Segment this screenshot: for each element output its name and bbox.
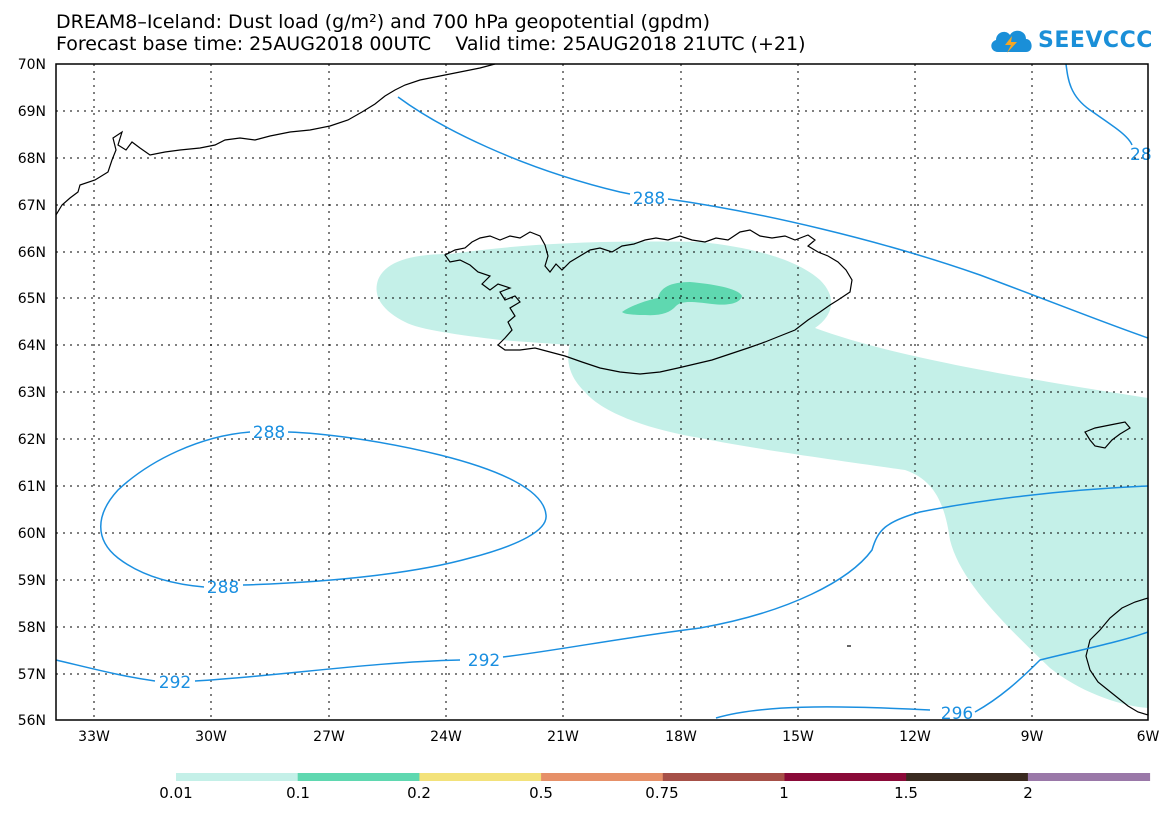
dust-area-mid <box>622 282 742 316</box>
lon-label: 27W <box>313 729 345 745</box>
colorbar-label: 0.2 <box>407 784 431 802</box>
lon-label: 24W <box>430 729 462 745</box>
contour-label: 292 <box>468 651 500 671</box>
logo-text: SEEVCCC <box>1038 27 1153 53</box>
colorbar-swatch <box>662 773 785 781</box>
colorbar-label: 2 <box>1023 784 1033 802</box>
lon-label: 33W <box>78 729 110 745</box>
contour-label: 288 <box>633 189 665 209</box>
lat-label: 59N <box>18 573 46 589</box>
lon-label: 21W <box>547 729 579 745</box>
colorbar-swatch <box>784 773 907 781</box>
contour-label: 292 <box>159 673 191 693</box>
coastlines <box>55 63 1149 716</box>
lat-label: 67N <box>18 198 46 214</box>
contour-label: 28 <box>1130 145 1152 165</box>
lon-label: 6W <box>1137 729 1160 745</box>
colorbar <box>176 773 1151 781</box>
map-subtitle: Forecast base time: 25AUG2018 00UTC Vali… <box>56 33 806 55</box>
scotland-coast <box>1085 597 1149 716</box>
lat-label: 60N <box>18 526 46 542</box>
contour-28x-ne <box>1065 63 1133 146</box>
lon-label: 9W <box>1021 729 1044 745</box>
colorbar-label: 0.1 <box>286 784 310 802</box>
latitude-labels: 70N 69N 68N 67N 66N 65N 64N 63N 62N 61N … <box>18 57 46 729</box>
colorbar-label: 1 <box>779 784 789 802</box>
lat-label: 65N <box>18 291 46 307</box>
colorbar-swatch <box>176 773 299 781</box>
colorbar-swatch <box>297 773 420 781</box>
lon-label: 12W <box>899 729 931 745</box>
cloud-icon <box>991 30 1032 53</box>
lat-label: 69N <box>18 104 46 120</box>
colorbar-swatch <box>541 773 664 781</box>
contour-296 <box>715 631 1149 719</box>
lat-label: 57N <box>18 667 46 683</box>
colorbar-swatch <box>1027 773 1151 781</box>
lat-label: 68N <box>18 151 46 167</box>
lat-label: 66N <box>18 245 46 261</box>
colorbar-swatch <box>906 773 1029 781</box>
contour-label: 288 <box>207 578 239 598</box>
contour-288-north <box>397 96 1149 339</box>
lon-label: 15W <box>782 729 814 745</box>
greenland-coast <box>55 63 496 216</box>
lat-label: 64N <box>18 338 46 354</box>
graticule <box>56 64 1148 720</box>
lon-label: 30W <box>195 729 227 745</box>
contour-labels: 288 288 288 28 292 292 296 <box>159 145 1152 724</box>
contour-label: 288 <box>253 423 285 443</box>
lat-label: 56N <box>18 713 46 729</box>
geopotential-contours <box>55 63 1149 719</box>
map-title: DREAM8–Iceland: Dust load (g/m²) and 700… <box>56 11 711 33</box>
lon-label: 18W <box>665 729 697 745</box>
colorbar-swatch <box>419 773 542 781</box>
lat-label: 58N <box>18 620 46 636</box>
longitude-labels: 33W 30W 27W 24W 21W 18W 15W 12W 9W 6W <box>78 729 1159 745</box>
colorbar-label: 0.5 <box>529 784 553 802</box>
lat-label: 62N <box>18 432 46 448</box>
contour-label: 296 <box>941 704 973 724</box>
map-frame <box>55 63 1149 721</box>
colorbar-label: 0.75 <box>645 784 679 802</box>
lat-label: 70N <box>18 57 46 73</box>
contour-288-south <box>100 431 547 588</box>
lat-label: 61N <box>18 479 46 495</box>
colorbar-label: 1.5 <box>894 784 918 802</box>
iceland-coast <box>444 229 853 375</box>
contour-292 <box>55 485 1149 682</box>
colorbar-label: 0.01 <box>159 784 193 802</box>
lat-label: 63N <box>18 385 46 401</box>
seevccc-logo: SEEVCCC <box>988 20 1153 60</box>
faroe-coast <box>1084 421 1131 449</box>
